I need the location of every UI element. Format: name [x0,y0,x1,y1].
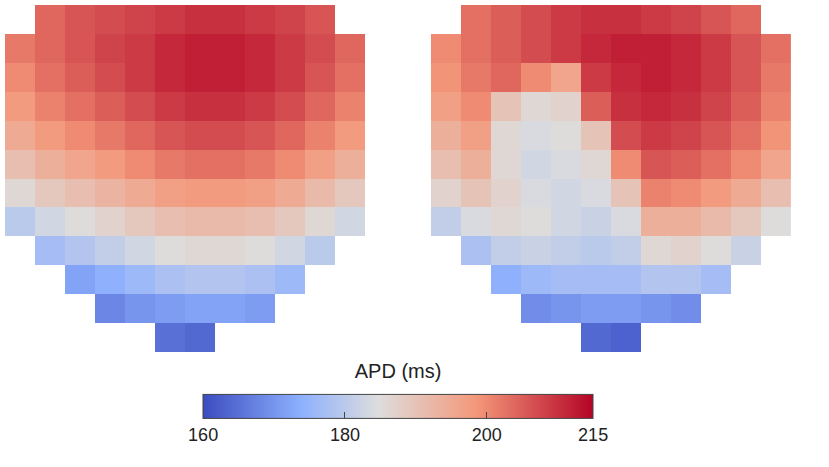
svg-text:180: 180 [330,425,360,445]
svg-text:APD (ms): APD (ms) [355,360,442,382]
svg-text:200: 200 [472,425,502,445]
svg-text:215: 215 [578,425,608,445]
svg-text:160: 160 [188,425,218,445]
